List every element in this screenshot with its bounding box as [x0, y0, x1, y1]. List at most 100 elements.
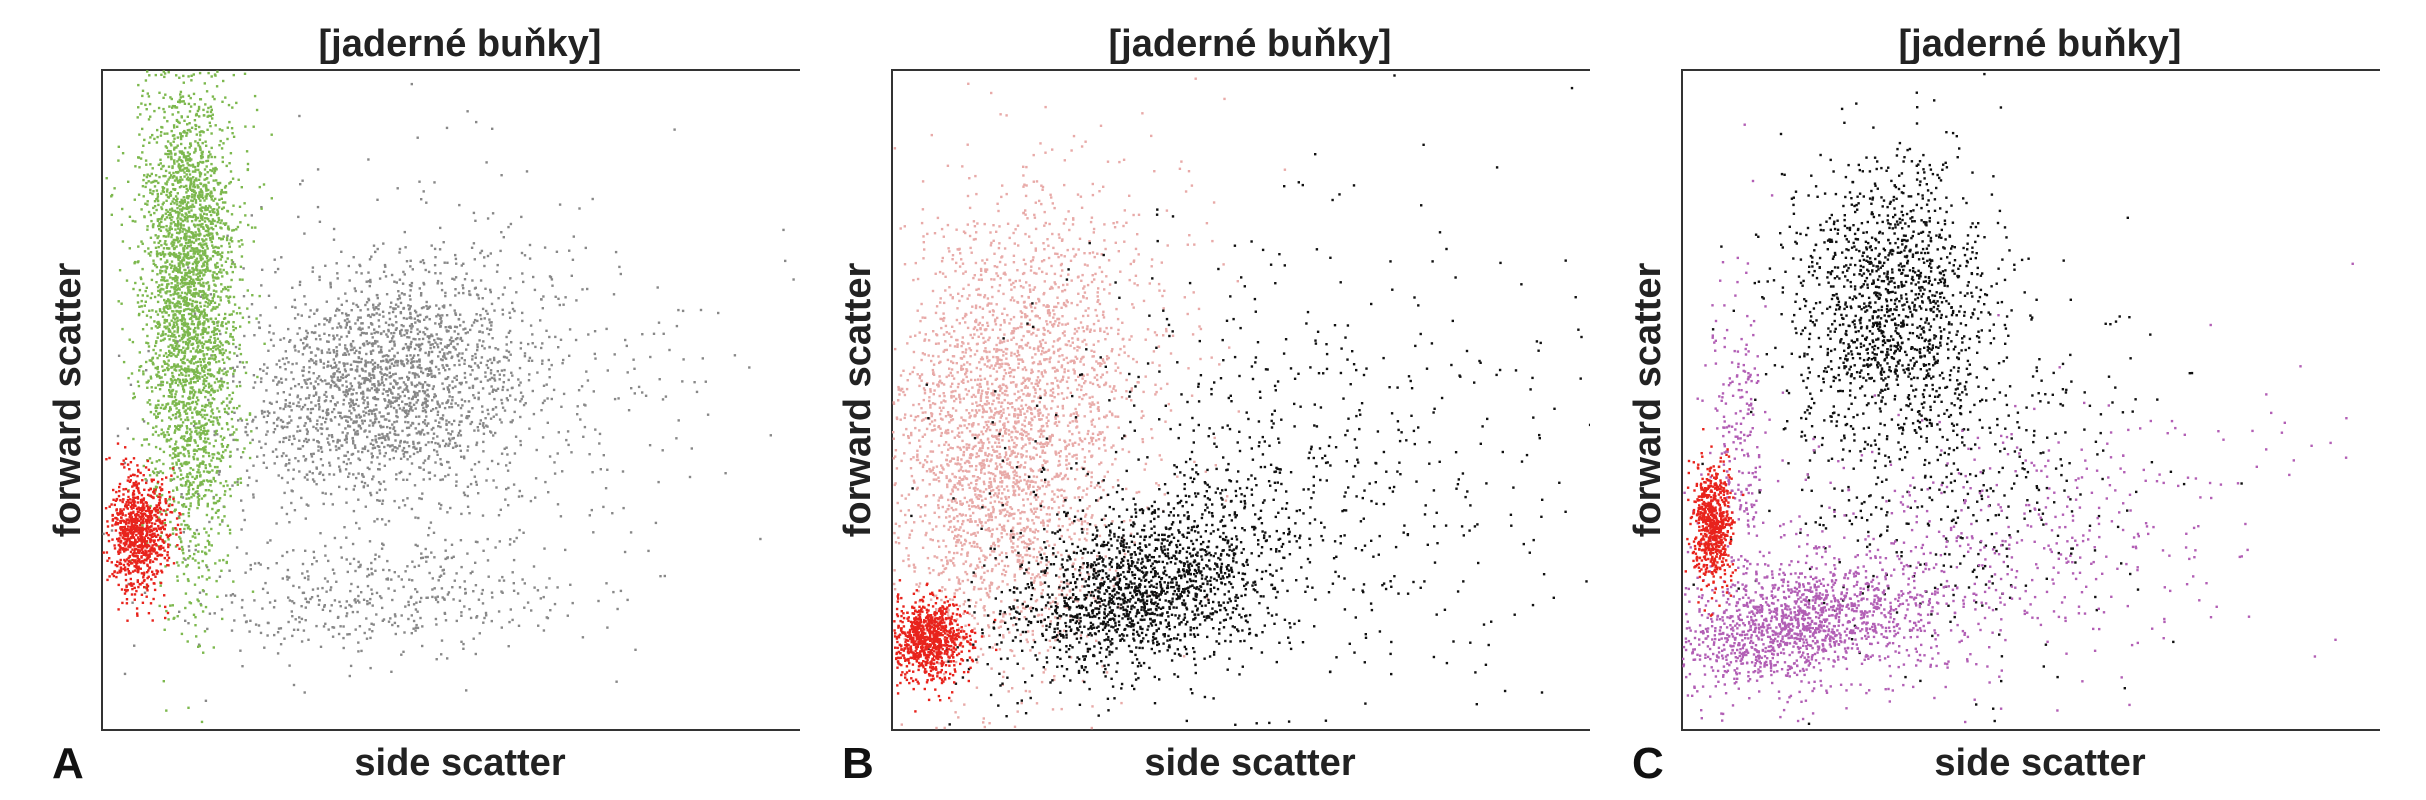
- scatter-point: [162, 450, 166, 454]
- scatter-point: [225, 411, 229, 414]
- scatter-point: [439, 462, 443, 466]
- scatter-point: [237, 419, 240, 422]
- scatter-point: [186, 217, 189, 220]
- scatter-point: [233, 411, 236, 414]
- scatter-point: [262, 461, 265, 464]
- scatter-point: [365, 376, 368, 380]
- scatter-point: [337, 322, 341, 325]
- scatter-point: [303, 576, 307, 580]
- scatter-point: [287, 596, 290, 599]
- scatter-point: [220, 454, 223, 457]
- scatter-point: [295, 362, 298, 365]
- scatter-point: [300, 640, 304, 643]
- scatter-point: [402, 346, 406, 350]
- scatter-point: [337, 423, 341, 426]
- scatter-point: [259, 631, 263, 635]
- scatter-point: [209, 206, 212, 209]
- scatter-point: [298, 439, 301, 442]
- scatter-point: [568, 354, 571, 357]
- scatter-point: [565, 438, 568, 442]
- scatter-point: [391, 444, 394, 447]
- scatter-point: [322, 478, 326, 482]
- scatter-point: [182, 448, 186, 451]
- scatter-point: [183, 237, 186, 240]
- scatter-point: [175, 364, 178, 367]
- scatter-point: [297, 401, 300, 404]
- scatter-point: [186, 640, 189, 643]
- scatter-point: [265, 466, 268, 469]
- scatter-point: [230, 259, 234, 262]
- scatter-point: [454, 276, 458, 279]
- scatter-point: [134, 220, 137, 223]
- scatter-point: [531, 389, 534, 393]
- scatter-point: [148, 359, 151, 362]
- scatter-point: [212, 199, 215, 202]
- scatter-point: [283, 491, 286, 495]
- scatter-point: [251, 420, 254, 423]
- scatter-point: [493, 377, 496, 380]
- scatter-point: [195, 333, 198, 336]
- scatter-point: [363, 447, 367, 450]
- scatter-point: [340, 416, 344, 419]
- scatter-point: [293, 509, 297, 512]
- scatter-point: [277, 474, 280, 477]
- scatter-point: [346, 633, 349, 636]
- scatter-point: [248, 413, 252, 416]
- scatter-point: [275, 455, 279, 458]
- scatter-point: [155, 189, 159, 192]
- scatter-point: [179, 483, 183, 487]
- scatter-point: [192, 494, 196, 497]
- scatter-point: [529, 499, 533, 503]
- scatter-point: [373, 388, 377, 392]
- scatter-point: [212, 322, 216, 325]
- scatter-point: [276, 424, 279, 428]
- scatter-point: [207, 398, 210, 402]
- scatter-point: [467, 410, 470, 413]
- scatter-point: [305, 503, 308, 506]
- scatter-point: [598, 442, 601, 445]
- scatter-point: [257, 561, 260, 565]
- scatter-point: [344, 292, 347, 295]
- scatter-point: [553, 602, 557, 606]
- scatter-point: [590, 508, 593, 512]
- scatter-point: [425, 596, 428, 599]
- scatter-point: [413, 347, 417, 351]
- scatter-point: [174, 429, 177, 432]
- scatter-point: [361, 447, 364, 450]
- scatter-point: [194, 326, 197, 330]
- scatter-point: [462, 291, 465, 295]
- scatter-point: [733, 354, 737, 357]
- scatter-point: [616, 607, 619, 611]
- scatter-point: [343, 352, 346, 355]
- scatter-point: [346, 450, 349, 454]
- scatter-point: [173, 363, 176, 366]
- scatter-point: [579, 418, 582, 421]
- scatter-point: [570, 451, 573, 454]
- scatter-point: [419, 347, 422, 351]
- scatter-point: [368, 430, 371, 433]
- scatter-point: [245, 150, 249, 153]
- scatter-point: [495, 270, 499, 273]
- scatter-point: [193, 295, 197, 298]
- scatter-point: [545, 586, 548, 589]
- scatter-point: [469, 482, 473, 486]
- scatter-point: [412, 627, 415, 630]
- scatter-point: [302, 629, 306, 632]
- scatter-point: [174, 195, 178, 198]
- scatter-point: [156, 367, 159, 371]
- scatter-point: [410, 366, 413, 369]
- scatter-point: [259, 563, 262, 566]
- scatter-point: [412, 395, 415, 398]
- scatter-point: [413, 317, 416, 320]
- scatter-point: [469, 422, 472, 426]
- scatter-point: [557, 346, 560, 349]
- scatter-point: [491, 212, 495, 215]
- scatter-point: [182, 403, 185, 406]
- scatter-point: [316, 205, 320, 209]
- scatter-point: [128, 215, 132, 218]
- scatter-point: [195, 528, 199, 532]
- scatter-point: [221, 445, 224, 448]
- scatter-point: [183, 321, 187, 324]
- scatter-point: [300, 496, 303, 500]
- scatter-point: [194, 406, 197, 409]
